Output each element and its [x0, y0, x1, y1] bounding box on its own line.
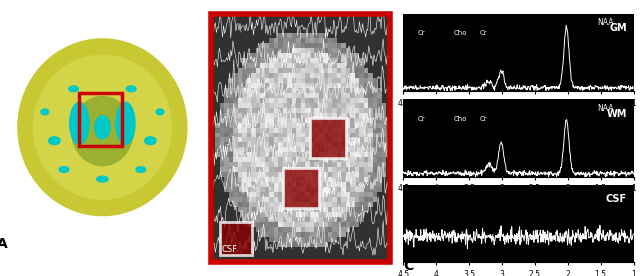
Text: Cr: Cr [418, 116, 426, 122]
Text: B: B [202, 275, 213, 276]
Text: NAA: NAA [598, 104, 614, 113]
Ellipse shape [70, 102, 89, 145]
Ellipse shape [156, 109, 164, 115]
Ellipse shape [72, 97, 133, 166]
Bar [310, 118, 346, 158]
Ellipse shape [33, 55, 172, 199]
Text: A: A [0, 237, 8, 251]
Text: WM: WM [321, 188, 336, 197]
Text: Cr: Cr [418, 30, 426, 36]
Ellipse shape [97, 176, 108, 182]
Text: NAA: NAA [598, 18, 614, 27]
Text: Cr: Cr [480, 30, 488, 36]
Ellipse shape [136, 167, 146, 172]
Bar [283, 168, 319, 208]
Bar [79, 93, 122, 147]
Ellipse shape [59, 167, 69, 172]
Text: CSF: CSF [222, 245, 238, 254]
Text: Cho: Cho [454, 30, 468, 36]
Ellipse shape [49, 137, 60, 145]
Text: CSF: CSF [605, 194, 627, 204]
Text: Cho: Cho [454, 116, 468, 122]
Ellipse shape [127, 86, 136, 92]
Text: C: C [403, 259, 413, 274]
Text: GM: GM [609, 23, 627, 33]
Ellipse shape [41, 109, 49, 115]
Bar [220, 222, 252, 255]
Ellipse shape [145, 137, 156, 145]
Text: WM: WM [606, 109, 627, 119]
Ellipse shape [69, 86, 78, 92]
Text: GM: GM [348, 139, 361, 147]
Ellipse shape [95, 116, 110, 139]
Ellipse shape [18, 39, 187, 216]
Text: Cr: Cr [480, 116, 488, 122]
Ellipse shape [116, 102, 135, 145]
